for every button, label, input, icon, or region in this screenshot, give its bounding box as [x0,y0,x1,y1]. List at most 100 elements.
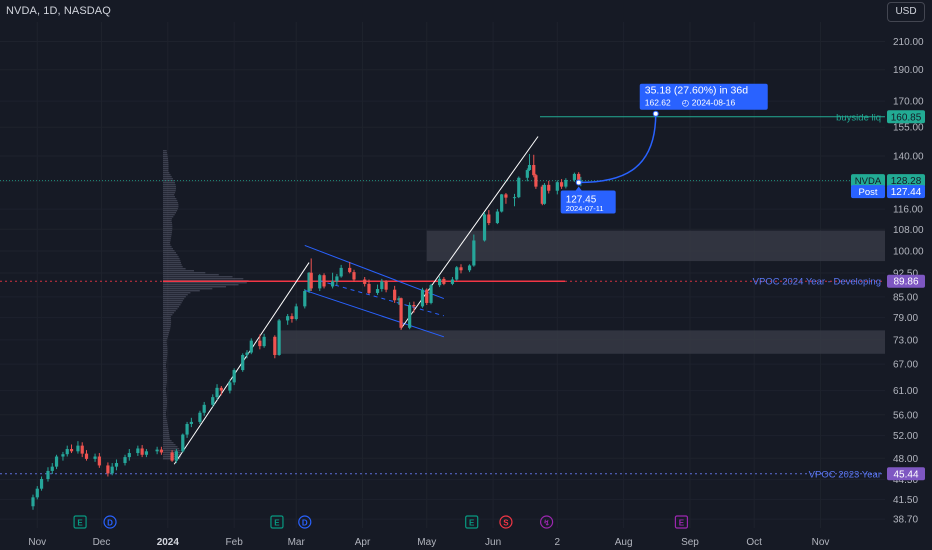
profile-bar [163,244,171,246]
candle-body [249,340,253,353]
price-level-lines [0,116,885,475]
profile-bar [163,412,166,414]
x-tick-label: Aug [615,537,633,548]
profile-bar [163,426,168,428]
profile-bar [163,428,169,430]
candle-body [136,448,140,454]
candle-body [339,267,343,277]
y-tick-label: 61.00 [893,386,918,397]
earnings-marker [465,515,479,529]
profile-bar [163,348,168,350]
candle-body [517,177,521,198]
profile-bar [163,410,167,412]
profile-bar [163,286,226,288]
demand-zones [279,230,886,354]
profile-bar [163,396,167,398]
profile-bar [163,220,172,222]
projection-price: 162.62 [645,98,671,108]
y-tick-label: 52.00 [893,431,918,442]
vpoc-2024-label: VPOC 2024 Year - Developing [753,277,881,288]
event-marker-label: S [503,518,509,527]
profile-bar [163,270,194,272]
point-marker-box [560,190,616,214]
x-tick-label: May [417,537,436,548]
x-tick-label: 2 [555,537,561,548]
zone-box [279,330,886,354]
profile-bar [163,420,167,422]
profile-bar [163,250,175,252]
candle-body [309,272,313,289]
candle-body [559,182,564,187]
candle-body [527,165,532,171]
clock-icon: ◴ [682,98,689,108]
profile-bar [163,152,167,154]
post-name: Post [858,187,877,198]
profile-bar [163,360,167,362]
projection-label: 35.18 (27.60%) in 36d [645,85,748,97]
candle-body [155,449,159,452]
candle-body [61,454,65,457]
profile-bar [163,322,172,324]
profile-bar [163,228,173,230]
profile-bar [163,330,170,332]
event-marker-label: E [274,518,280,527]
candle-body [159,449,163,453]
y-tick-label: 100.00 [893,247,924,258]
profile-bar [163,444,176,446]
candle-body [472,240,476,266]
candle-body [258,340,262,347]
candle-body [114,463,119,467]
profile-bar [163,282,247,284]
candle-body [442,278,446,284]
candle-body [185,423,189,435]
buyside-label: buyside liq [836,112,881,123]
profile-bar [163,308,178,310]
candle-body [438,278,442,286]
candle-body [303,290,307,307]
profile-bar [163,160,169,162]
profile-bar [163,216,174,218]
nvda-price-value: 128.28 [891,176,922,187]
profile-bar [163,154,168,156]
profile-bar [163,346,168,348]
candle-body [110,466,114,474]
profile-bar [163,376,167,378]
point-marker-price: 127.45 [566,195,597,206]
candle-body [363,279,367,284]
profile-bar [163,326,171,328]
profile-bar [163,448,180,450]
profile-bar [163,166,169,168]
profile-bar [163,266,183,268]
marker-pointer [575,186,582,191]
candle-body [429,285,433,303]
profile-bar [163,406,167,408]
profile-bar [163,240,171,242]
profile-bar [163,424,168,426]
y-tick-label: 140.00 [893,151,924,162]
profile-bar [163,248,173,250]
y-tick-label: 92.50 [893,269,918,280]
y-tick-label: 155.00 [893,123,924,134]
candle-body [69,449,74,452]
x-tick-label: Oct [746,537,762,548]
profile-bar [163,320,172,322]
candle-body [211,397,215,405]
buyside-price-value: 160.85 [891,112,922,123]
projection-curve [578,113,657,184]
vpoc-2023-label: VPOC 2023 Year [809,469,881,480]
earnings-marker [674,515,689,529]
candle-body [512,197,517,199]
currency-button[interactable]: USD [887,2,925,22]
candle-body [174,451,178,461]
profile-bar [163,238,171,240]
candle-body [76,445,80,452]
profile-bar [163,222,172,224]
candle-body [482,214,487,241]
profile-bar [163,194,175,196]
profile-bar [163,186,176,188]
profile-bar [163,262,181,264]
y-tick-label: 41.50 [893,495,918,506]
candle-body [219,387,223,391]
candle-body [286,316,290,321]
